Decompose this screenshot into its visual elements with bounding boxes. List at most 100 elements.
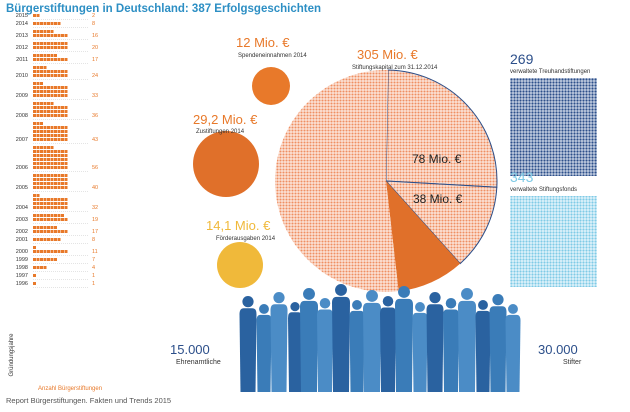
year-count-label: 11	[92, 249, 98, 255]
year-unit-square	[61, 138, 64, 141]
year-unit-square	[47, 42, 50, 45]
year-unit-square	[36, 206, 40, 209]
year-unit-square	[47, 54, 50, 57]
year-unit-square	[61, 70, 64, 73]
year-unit-square	[64, 106, 68, 109]
year-unit-square	[50, 54, 54, 57]
bubble-foerderausgaben-label: Förderausgaben 2014	[216, 236, 276, 242]
year-unit-square	[33, 138, 36, 141]
year-unit-square	[64, 198, 68, 201]
year-label: 2013	[16, 33, 28, 39]
year-unit-square	[57, 250, 61, 253]
year-unit-square	[57, 138, 61, 141]
year-unit-square	[33, 34, 36, 37]
year-unit-square	[47, 90, 50, 93]
year-unit-square	[57, 154, 61, 157]
year-unit-square	[43, 58, 47, 61]
year-unit-square	[43, 22, 47, 25]
year-unit-square	[47, 258, 50, 261]
year-unit-square	[33, 162, 36, 165]
year-label: 2008	[16, 113, 28, 119]
year-unit-square	[50, 198, 54, 201]
year-unit-square	[50, 162, 54, 165]
year-unit-square	[61, 130, 64, 133]
person-head	[508, 304, 518, 314]
year-unit-square	[40, 158, 43, 161]
year-unit-square	[33, 206, 36, 209]
year-unit-square	[57, 158, 61, 161]
year-unit-square	[33, 150, 36, 153]
year-unit-square	[40, 146, 43, 149]
person-body	[458, 300, 476, 392]
year-unit-square	[64, 218, 68, 221]
year-unit-square	[50, 22, 54, 25]
year-unit-square	[40, 134, 43, 137]
year-unit-square	[50, 70, 54, 73]
year-unit-square	[57, 58, 61, 61]
square-fonds	[510, 196, 597, 287]
year-unit-square	[61, 186, 64, 189]
year-unit-square	[47, 198, 50, 201]
year-unit-square	[61, 206, 64, 209]
year-unit-square	[57, 114, 61, 117]
year-unit-square	[61, 90, 64, 93]
year-unit-square	[33, 282, 36, 285]
year-unit-square	[43, 90, 47, 93]
year-unit-square	[57, 90, 61, 93]
year-unit-square	[40, 34, 43, 37]
year-unit-square	[36, 22, 40, 25]
year-unit-square	[50, 58, 54, 61]
year-label: 2002	[16, 229, 28, 235]
year-unit-square	[33, 74, 36, 77]
year-unit-square	[64, 186, 68, 189]
year-unit-square	[40, 30, 43, 33]
year-unit-square	[36, 66, 40, 69]
person-body	[363, 302, 381, 392]
year-unit-square	[36, 150, 40, 153]
pie-slice	[384, 180, 498, 265]
year-unit-square	[54, 258, 57, 261]
bubble-zustiftungen-label: Zustiftungen 2014	[196, 129, 245, 135]
pie-slice-label-78: 78 Mio. €	[412, 152, 462, 166]
y-axis-label: Gründungsjahre	[9, 333, 15, 377]
person-body	[380, 307, 396, 392]
year-unit-square	[61, 154, 64, 157]
year-unit-square	[61, 86, 64, 89]
person-head	[445, 298, 457, 309]
year-count-label: 8	[92, 21, 95, 27]
year-unit-square	[40, 70, 43, 73]
year-unit-square	[54, 214, 57, 217]
year-unit-square	[43, 66, 47, 69]
year-label: 2009	[16, 93, 28, 99]
year-unit-square	[36, 162, 40, 165]
year-unit-square	[50, 186, 54, 189]
year-unit-square	[64, 150, 68, 153]
year-unit-square	[50, 150, 54, 153]
year-count-label: 24	[92, 73, 98, 79]
year-unit-square	[40, 102, 43, 105]
year-unit-square	[33, 70, 36, 73]
year-unit-square	[36, 70, 40, 73]
person-body	[505, 314, 521, 392]
year-unit-square	[33, 46, 36, 49]
square-treuhand	[510, 78, 597, 176]
year-unit-square	[36, 46, 40, 49]
person-body	[288, 312, 302, 392]
person-body	[395, 298, 413, 392]
year-unit-square	[40, 46, 43, 49]
year-unit-square	[47, 174, 50, 177]
year-unit-square	[40, 150, 43, 153]
year-unit-square	[54, 58, 57, 61]
year-count-label: 1	[92, 273, 95, 279]
year-unit-square	[50, 106, 54, 109]
year-unit-square	[64, 126, 68, 129]
year-unit-square	[64, 70, 68, 73]
year-unit-square	[64, 202, 68, 205]
year-unit-square	[54, 138, 57, 141]
person-body	[256, 314, 272, 392]
year-unit-square	[50, 102, 54, 105]
year-unit-square	[47, 238, 50, 241]
year-count-label: 17	[92, 57, 98, 63]
year-unit-square	[57, 186, 61, 189]
year-unit-square	[33, 106, 36, 109]
